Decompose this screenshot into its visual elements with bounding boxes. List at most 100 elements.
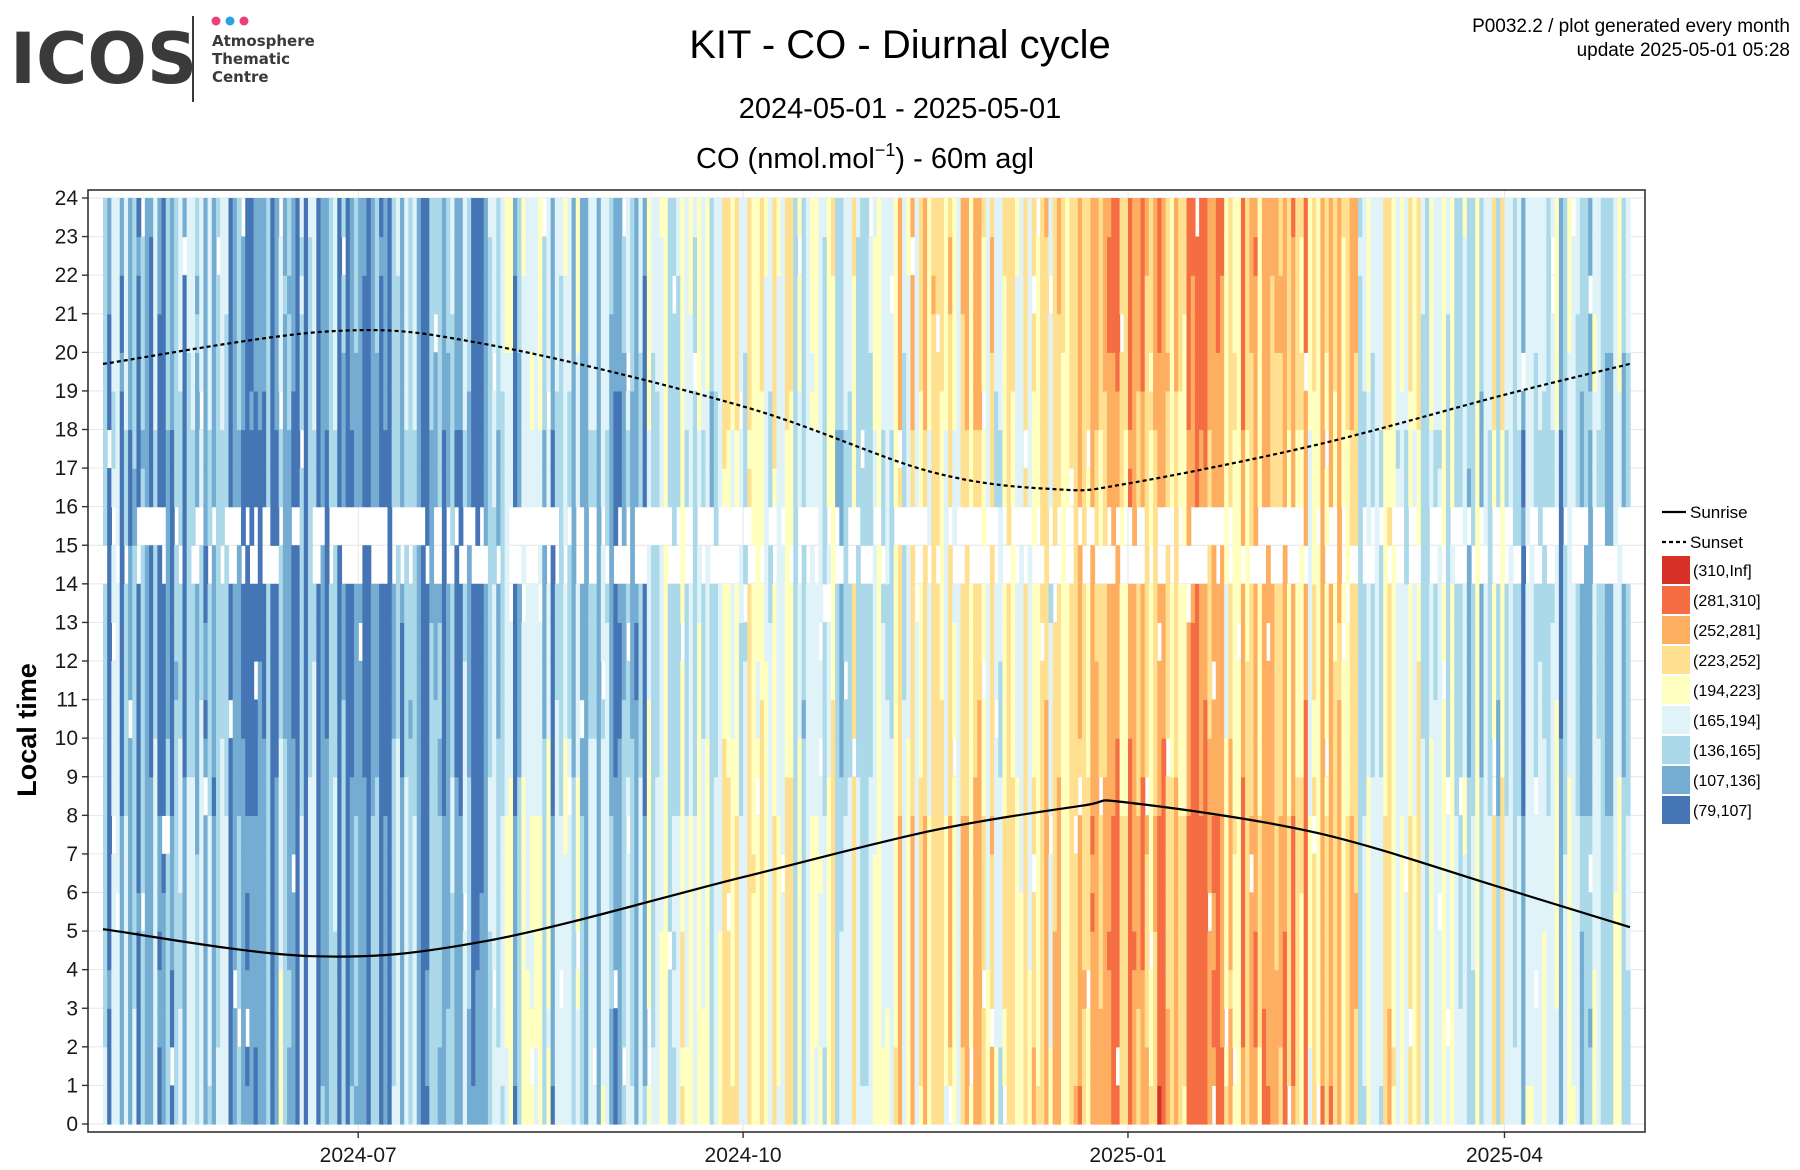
heatmap-cell [734,390,740,431]
heatmap-cell [969,931,974,971]
heatmap-cell [370,776,376,816]
heatmap-cell [751,429,757,469]
heatmap-cell [287,583,292,624]
heatmap-cell [550,815,556,855]
heatmap-cell [270,969,276,1009]
heatmap-cell [872,815,878,855]
heatmap-cell [592,429,598,469]
heatmap-cell [400,815,405,855]
heatmap-cell [425,198,430,238]
heatmap-cell [178,583,184,624]
heatmap-cell [688,815,694,855]
logo-sub-2: Thematic [212,50,290,68]
heatmap-cell [726,853,732,894]
heatmap-cell [709,1085,715,1125]
heatmap-cell [425,1046,430,1087]
heatmap-cell [454,352,460,392]
heatmap-cell [642,699,648,739]
heatmap-cell [496,815,502,855]
heatmap-cell [211,815,217,855]
heatmap-cell [123,275,129,315]
heatmap-cell [1006,198,1012,238]
heatmap-cell [103,506,108,546]
heatmap-cell [943,699,949,739]
heatmap-cell [362,429,368,469]
heatmap-cell [977,738,983,778]
heatmap-cell [542,390,548,431]
heatmap-cell [797,468,803,508]
heatmap-cell [730,699,736,739]
heatmap-cell [676,390,681,431]
heatmap-cell [822,506,828,546]
heatmap-cell [383,429,389,469]
heatmap-cell [433,853,439,894]
heatmap-cell [266,275,271,315]
heatmap-cell [935,352,941,392]
heatmap-cell [291,776,297,816]
heatmap-cell [814,661,819,701]
heatmap-cell [466,776,472,816]
heatmap-cell [609,583,614,624]
heatmap-cell [956,275,962,315]
heatmap-cell [228,853,234,894]
heatmap-cell [994,853,999,894]
heatmap-cell [935,1046,941,1087]
heatmap-cell [755,275,761,315]
heatmap-cell [178,815,184,855]
heatmap-cell [195,969,200,1009]
heatmap-cell [705,776,711,816]
heatmap-cell [705,1008,711,1048]
heatmap-cell [211,583,217,624]
heatmap-cell [684,1008,690,1048]
heatmap-cell [571,1085,577,1125]
heatmap-cell [705,468,711,508]
heatmap-cell [847,622,853,662]
heatmap-cell [922,352,928,392]
heatmap-cell [174,429,179,469]
heatmap-cell [793,931,799,971]
heatmap-cell [249,506,255,546]
heatmap-cell [199,622,204,662]
heatmap-cell [939,313,945,353]
heatmap-cell [659,892,665,932]
heatmap-cell [563,622,568,662]
heatmap-cell [931,776,937,816]
heatmap-cell [772,275,778,315]
heatmap-cell [458,1085,464,1125]
heatmap-cell [487,661,493,701]
heatmap-cell [337,313,343,353]
heatmap-cell [646,931,652,971]
heatmap-cell [157,275,163,315]
heatmap-cell [927,1008,932,1048]
heatmap-cell [450,429,456,469]
heatmap-cell [370,390,376,431]
heatmap-cell [738,892,744,932]
heatmap-cell [684,853,690,894]
heatmap-cell [621,1008,627,1048]
heatmap-cell [646,352,652,392]
heatmap-cell [663,661,669,701]
heatmap-cell [320,776,326,816]
heatmap-cell [274,275,280,315]
heatmap-cell [977,313,983,353]
heatmap-cell [964,853,970,894]
heatmap-cell [550,931,556,971]
heatmap-cell [805,198,811,238]
heatmap-cell [784,969,790,1009]
heatmap-cell [1010,1008,1016,1048]
heatmap-cell [128,429,133,469]
heatmap-cell [998,776,1004,816]
heatmap-cell [935,931,941,971]
heatmap-cell [257,776,263,816]
heatmap-cell [203,429,209,469]
heatmap-cell [144,853,150,894]
heatmap-cell [764,583,769,624]
heatmap-cell [437,969,443,1009]
heatmap-cell [743,699,748,739]
heatmap-cell [446,661,451,701]
heatmap-cell [337,969,343,1009]
heatmap-cell [797,892,803,932]
heatmap-cell [571,892,577,932]
heatmap-cell [136,1085,142,1125]
heatmap-cell [119,468,125,508]
